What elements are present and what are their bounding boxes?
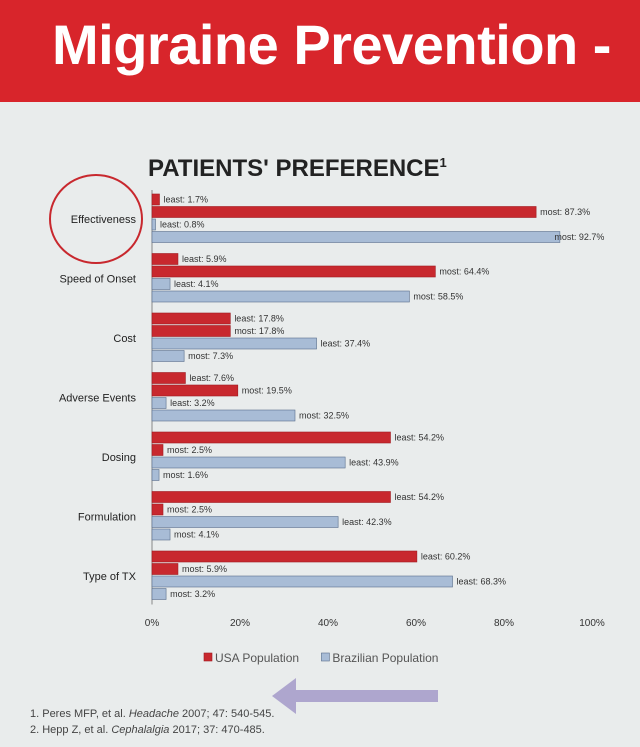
category-label: Speed of Onset xyxy=(60,274,136,286)
data-label: least: 0.8% xyxy=(160,220,205,230)
data-label: most: 3.2% xyxy=(170,589,215,599)
bar xyxy=(151,312,231,325)
footnote-2: 2. Hepp Z, et al. Cephalalgia 2017; 37: … xyxy=(30,724,265,736)
data-label: most: 87.3% xyxy=(540,207,590,217)
bar xyxy=(151,563,179,575)
bar xyxy=(151,337,317,350)
legend-swatch xyxy=(321,652,330,662)
category-label: Cost xyxy=(113,333,136,345)
bar xyxy=(151,456,346,469)
data-label: least: 54.2% xyxy=(394,433,444,443)
data-label: least: 17.8% xyxy=(234,314,284,324)
bar xyxy=(151,397,167,409)
data-label: most: 7.3% xyxy=(188,351,233,361)
header-banner: Migraine Prevention - xyxy=(0,0,640,102)
preference-bar-chart: PATIENTS' PREFERENCE1 Effectiveness Speed… xyxy=(49,155,605,665)
data-label: least: 1.7% xyxy=(163,195,208,205)
data-label: least: 54.2% xyxy=(394,492,444,502)
data-label: least: 4.1% xyxy=(174,279,219,289)
bar xyxy=(151,231,561,243)
data-label: least: 5.9% xyxy=(182,254,227,264)
x-tick-label: 100% xyxy=(579,618,605,629)
bar xyxy=(151,325,231,337)
data-label: least: 37.4% xyxy=(321,339,371,349)
data-label: least: 60.2% xyxy=(421,552,471,562)
highlight-circle xyxy=(49,174,143,264)
bar xyxy=(151,528,171,541)
bar xyxy=(151,431,391,444)
data-label: most: 64.4% xyxy=(439,267,489,277)
x-tick-label: 80% xyxy=(494,618,514,629)
category-label: Type of TX xyxy=(83,571,137,583)
category-label: Dosing xyxy=(102,452,136,464)
category-label: Formulation xyxy=(78,512,136,524)
bar xyxy=(151,409,296,422)
data-label: most: 17.8% xyxy=(234,326,284,336)
legend-label: Brazilian Population xyxy=(332,651,438,665)
footnotes: 1. Peres MFP, et al. Headache 2007; 47: … xyxy=(30,706,274,738)
x-tick-label: 0% xyxy=(145,618,160,629)
pointer-arrow-icon xyxy=(272,678,438,714)
bar xyxy=(151,444,164,456)
legend-label: USA Population xyxy=(215,651,299,665)
bar xyxy=(151,384,239,397)
bar xyxy=(151,193,160,206)
data-label: most: 2.5% xyxy=(167,445,212,455)
data-label: most: 4.1% xyxy=(174,530,219,540)
bar xyxy=(151,350,185,362)
bar xyxy=(151,516,339,528)
data-label: least: 43.9% xyxy=(349,458,399,468)
bar xyxy=(151,290,410,303)
bar xyxy=(151,278,171,290)
data-label: most: 1.6% xyxy=(163,470,208,480)
data-label: most: 32.5% xyxy=(299,411,349,421)
x-tick-label: 40% xyxy=(318,618,338,629)
data-label: least: 42.3% xyxy=(342,517,392,527)
legend-swatch xyxy=(203,652,213,662)
chart-title: PATIENTS' PREFERENCE1 xyxy=(148,155,447,182)
category-label: Effectiveness xyxy=(71,214,137,226)
slide-title: Migraine Prevention - xyxy=(52,13,611,76)
x-tick-label: 60% xyxy=(406,618,426,629)
data-label: least: 68.3% xyxy=(457,577,507,587)
data-label: most: 58.5% xyxy=(413,292,463,302)
bar xyxy=(151,372,186,384)
bar xyxy=(151,491,391,503)
data-label: most: 2.5% xyxy=(167,505,212,515)
data-label: least: 7.6% xyxy=(189,373,234,383)
bar xyxy=(151,265,436,278)
data-label: most: 92.7% xyxy=(554,232,604,242)
bar xyxy=(151,550,418,563)
footnote-1: 1. Peres MFP, et al. Headache 2007; 47: … xyxy=(30,708,275,720)
category-label: Adverse Events xyxy=(59,393,137,405)
chart-title-superscript: 1 xyxy=(440,155,447,170)
bar xyxy=(151,253,179,265)
bar xyxy=(151,469,160,481)
data-label: most: 19.5% xyxy=(242,386,292,396)
bar xyxy=(151,503,164,516)
bar xyxy=(151,588,167,600)
bar xyxy=(151,218,156,231)
bar xyxy=(151,575,453,588)
data-label: least: 3.2% xyxy=(170,398,215,408)
data-label: most: 5.9% xyxy=(182,564,227,574)
x-tick-label: 20% xyxy=(230,618,250,629)
bar xyxy=(151,206,537,218)
